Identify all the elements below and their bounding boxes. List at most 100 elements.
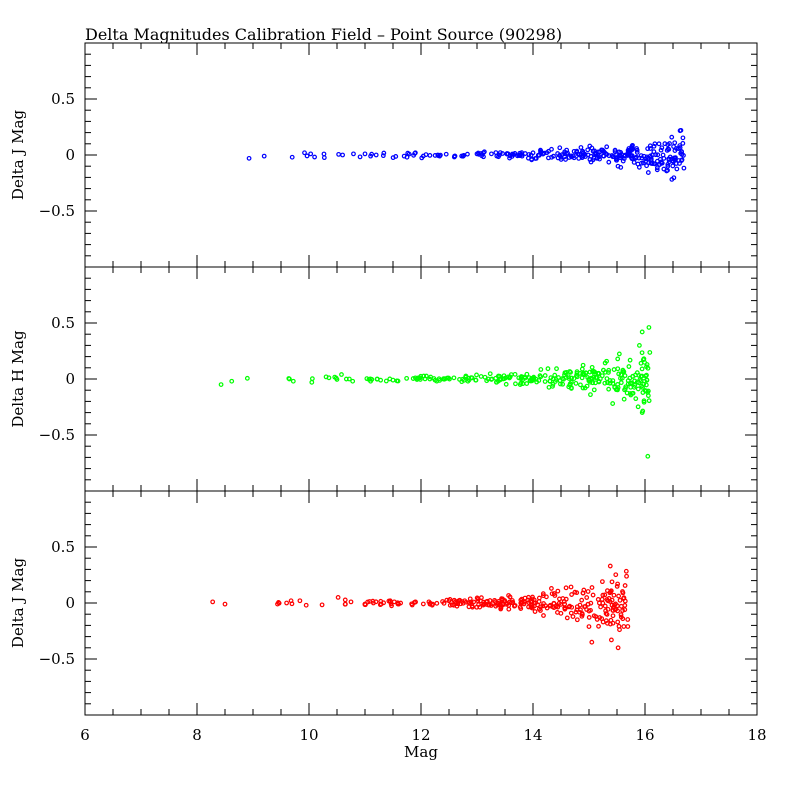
data-point [654, 167, 660, 173]
data-point [589, 639, 595, 645]
data-point [579, 366, 585, 372]
data-point [401, 153, 407, 159]
data-point [362, 151, 368, 157]
data-point [655, 152, 661, 158]
data-point [489, 151, 494, 157]
data-point [437, 378, 442, 383]
data-point [569, 592, 575, 597]
data-point [647, 153, 653, 159]
data-point [437, 153, 443, 159]
data-point [645, 453, 651, 459]
data-point [462, 598, 468, 604]
data-point [222, 601, 228, 607]
data-point [507, 599, 512, 605]
data-point [321, 155, 327, 161]
data-point [607, 378, 613, 383]
data-point [507, 153, 513, 159]
data-point [634, 149, 640, 155]
data-point [428, 374, 434, 380]
data-point [636, 380, 642, 386]
data-point [545, 366, 551, 372]
data-point [640, 408, 646, 414]
data-point [511, 603, 517, 609]
data-point [608, 617, 614, 623]
data-point [512, 371, 518, 377]
data-point [669, 134, 675, 140]
data-point [619, 152, 625, 157]
data-point [580, 590, 586, 596]
data-point [528, 604, 534, 610]
data-point [579, 155, 585, 161]
data-point [289, 601, 295, 607]
data-point [642, 359, 647, 365]
data-point [658, 147, 664, 153]
data-point [637, 343, 642, 348]
data-point [378, 377, 384, 383]
data-point [496, 373, 501, 379]
data-point [594, 374, 600, 380]
data-point [558, 154, 564, 160]
data-point [513, 381, 518, 387]
data-point [582, 151, 588, 157]
data-point [618, 612, 624, 618]
data-point [621, 369, 627, 375]
data-point [602, 603, 608, 609]
data-point [303, 602, 309, 608]
data-point [395, 600, 401, 606]
data-point [561, 599, 567, 604]
data-point [560, 381, 566, 387]
data-point [646, 160, 652, 166]
data-point [591, 613, 597, 619]
data-point [629, 144, 635, 150]
data-point [651, 143, 657, 149]
data-point [509, 154, 515, 159]
data-point [618, 375, 623, 381]
data-point [229, 378, 235, 384]
data-point [627, 391, 633, 396]
data-point [351, 151, 356, 157]
data-point [246, 155, 252, 161]
data-point [607, 590, 613, 596]
data-point [471, 599, 477, 605]
data-point [679, 157, 685, 163]
data-point [602, 380, 608, 386]
data-point [482, 374, 488, 380]
data-point [478, 374, 484, 379]
data-point [656, 141, 662, 147]
data-point [526, 594, 531, 600]
data-point [582, 604, 587, 610]
data-point [422, 376, 428, 382]
data-point [500, 601, 505, 607]
data-point [647, 350, 653, 355]
data-point [631, 159, 637, 165]
data-point [387, 376, 393, 382]
data-point [477, 604, 483, 610]
data-point [587, 143, 593, 149]
x-tick-label: 16 [635, 726, 654, 744]
data-point [427, 601, 433, 607]
data-point [420, 601, 426, 607]
data-point [626, 364, 632, 369]
data-point [568, 584, 574, 590]
data-point [452, 153, 458, 159]
data-point [629, 153, 635, 158]
data-point [584, 595, 590, 600]
data-point [284, 600, 290, 606]
data-point [276, 600, 282, 606]
data-point [526, 600, 532, 605]
data-point [613, 601, 618, 607]
data-point [532, 609, 538, 614]
y-tick-label: 0 [65, 594, 75, 612]
data-point [621, 624, 627, 629]
data-point [503, 381, 509, 387]
data-point [357, 154, 363, 160]
data-point [381, 600, 387, 606]
data-point [617, 597, 623, 603]
data-point [574, 617, 580, 623]
data-point [597, 376, 603, 382]
data-point [549, 591, 555, 597]
data-point [613, 157, 619, 163]
data-point [604, 358, 610, 364]
data-point [568, 610, 574, 616]
data-point [647, 143, 653, 149]
